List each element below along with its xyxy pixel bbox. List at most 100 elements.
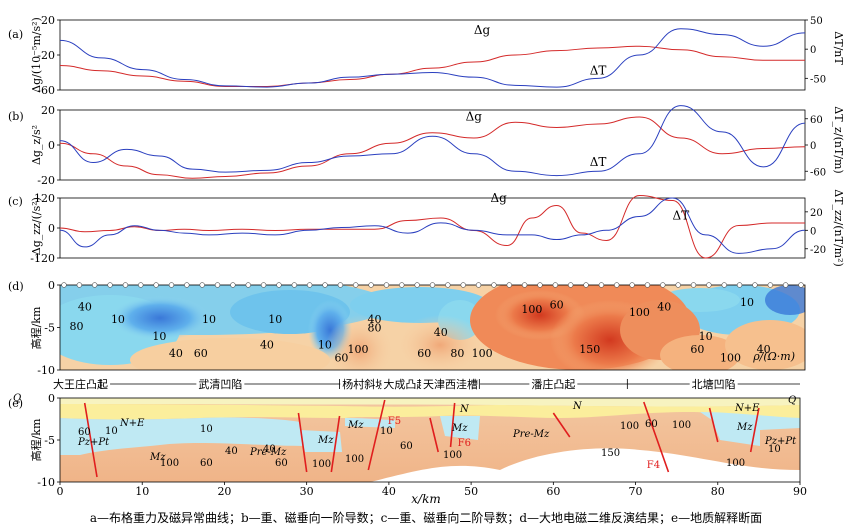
unit-label-bg: [689, 377, 738, 390]
mt-station: [798, 282, 804, 288]
formation-label: N+E: [119, 418, 145, 429]
mt-station: [276, 282, 282, 288]
formation-label: N: [572, 401, 583, 412]
contour-label: 40: [260, 339, 274, 352]
y-tick-label: -5: [44, 322, 55, 335]
structural-unit-label: 大王庄凸起: [53, 377, 108, 391]
contour-label: 60: [194, 347, 208, 360]
mt-station: [629, 282, 635, 288]
fault-line: [643, 401, 670, 473]
fault-line: [708, 407, 719, 443]
series-label: Δg: [474, 23, 491, 37]
panel-a-left-axis-label: Δg/(10⁻⁵m/s²): [30, 17, 43, 93]
mt-station: [782, 282, 789, 288]
contour-label: 60: [78, 427, 91, 438]
mt-station: [399, 282, 405, 288]
contour-label: 60: [690, 343, 704, 356]
formation-label: N+E: [734, 403, 760, 414]
contour-label: 10: [380, 426, 393, 437]
x-tick-label: 40: [382, 485, 396, 498]
mt-station: [122, 282, 129, 288]
mt-station: [429, 282, 436, 288]
contour-label: 100: [472, 347, 493, 360]
fault-label: F5: [388, 416, 401, 427]
contour-label: 100: [345, 454, 364, 465]
mt-station: [706, 282, 712, 288]
contour-label: 10: [768, 444, 781, 455]
contour-label: 100: [629, 306, 650, 319]
contour-label: 60: [417, 347, 431, 360]
panel-c-second-derivative: (c) 120 0 -120 20 0 -20 -Δg_zz/(/s²) ΔT_zz/(…: [8, 189, 845, 267]
mt-station: [521, 282, 528, 288]
fault-label: F6: [458, 438, 471, 449]
series-label: Δg: [466, 110, 483, 124]
fault-line: [330, 415, 341, 473]
contour-label: 10: [111, 313, 125, 326]
mt-station: [660, 282, 666, 288]
right-tick-label: -60: [810, 167, 826, 178]
mt-station: [199, 282, 205, 288]
x-tick-label: 50: [464, 485, 478, 498]
mt-station: [107, 282, 113, 288]
contour-label: 10: [202, 313, 216, 326]
mt-station: [598, 282, 605, 288]
panel-c-tag: (c): [8, 195, 23, 208]
mt-station: [383, 282, 390, 288]
left-tick-label: 20: [41, 14, 55, 27]
contour-label: 60: [645, 419, 658, 430]
mt-station: [583, 282, 589, 288]
formation-label: N: [459, 404, 470, 415]
structural-unit-label: 杨村斜坡: [342, 377, 386, 391]
series-line-gravity: [59, 116, 806, 179]
series-line-magnetic: [59, 197, 806, 254]
contour-label: 40: [263, 444, 276, 455]
right-tick-label: -20: [810, 245, 826, 256]
mt-station: [767, 282, 773, 288]
panel-a-tag: (a): [8, 28, 23, 41]
series-label: Δg: [490, 191, 507, 205]
formation-label: Q: [13, 393, 21, 404]
mt-station: [506, 282, 512, 288]
contour-label: 100: [348, 343, 369, 356]
panel-d-mt-inversion: (d) 0-5-10 高程: [8, 279, 806, 377]
fault-line: [429, 417, 439, 453]
unit-label-bg: [529, 377, 578, 390]
panel-e-geologic-section: (e) F5 F6 F4 0 -5 -10 0 10 20 30 40 50 60 70 80 90 高程…: [8, 392, 807, 506]
contour-label: 60: [334, 351, 348, 364]
y-tick-label: -5: [44, 434, 55, 447]
contour-label: 10: [200, 424, 213, 435]
mt-station: [475, 282, 482, 288]
mt-station: [414, 282, 420, 288]
x-axis-label: x/km: [411, 492, 440, 506]
left-tick-label: -20: [37, 49, 55, 62]
panel-a-frame: [59, 19, 806, 91]
contour-label: 150: [579, 343, 600, 356]
panel-d-tag: (d): [8, 280, 24, 293]
left-tick-label: -120: [30, 252, 55, 265]
contour-label: 150: [601, 448, 620, 459]
contour-label: 10: [105, 426, 118, 437]
panel-c-frame: [59, 197, 806, 259]
formation-label: Mz: [149, 452, 166, 463]
mt-station: [61, 282, 67, 288]
mt-station: [752, 282, 758, 288]
formation-label: Pre-Mz: [249, 447, 287, 458]
contour-label: 80: [450, 347, 464, 360]
series-line-gravity: [59, 45, 805, 87]
contour-label: 40: [169, 347, 183, 360]
contour-label: 10: [268, 313, 282, 326]
contour-label: 100: [160, 458, 179, 469]
unit-label-bg: [421, 377, 481, 390]
panel-b-left-axis-label: Δg_z/s²: [30, 125, 43, 165]
panel-a-right-axis-label: ΔT/nT: [832, 31, 845, 65]
mt-station: [675, 282, 681, 288]
right-tick-label: 0: [810, 141, 816, 152]
contour-label: 40: [757, 343, 771, 356]
x-tick-label: 90: [793, 485, 807, 498]
contour-label: 10: [152, 330, 166, 343]
mt-station: [337, 282, 344, 288]
mt-station: [245, 282, 251, 288]
contour-label: 100: [312, 459, 331, 470]
left-tick-label: 120: [34, 192, 55, 205]
